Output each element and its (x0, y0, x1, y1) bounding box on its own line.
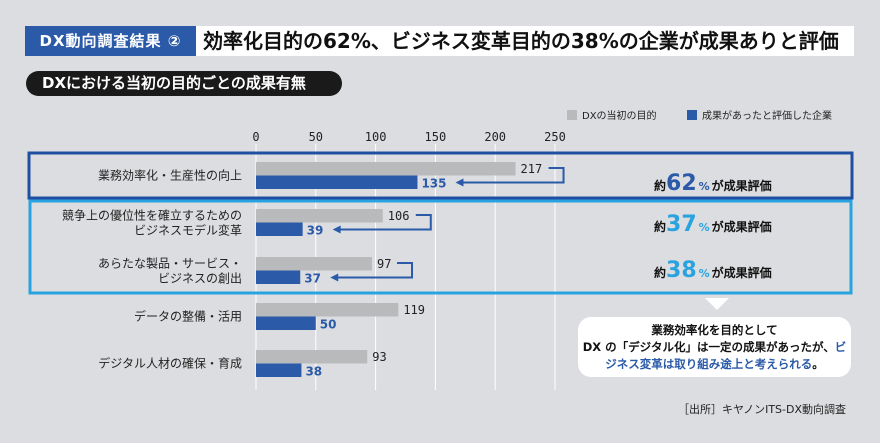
page-title: 効率化目的の62%、ビジネス変革目的の38%の企業が成果ありと評価 (203, 29, 839, 53)
arrow-head-icon (332, 225, 341, 234)
category-label: データの整備・活用 (134, 309, 242, 324)
value-label-achieved: 135 (421, 177, 446, 191)
callout-line-3-end: 。 (812, 357, 824, 371)
x-tick-label: 250 (544, 130, 566, 144)
bar-achieved (256, 316, 316, 330)
bar-achieved (256, 363, 302, 377)
annotation-unit: % (699, 267, 710, 280)
annotation-unit: % (699, 221, 710, 234)
source-note: ［出所］キヤノンITS-DX動向調査 (677, 403, 846, 416)
category-label: デジタル人材の確保・育成 (98, 356, 242, 371)
bar-achieved (256, 222, 303, 236)
callout-box: 業務効率化を目的として DX の「デジタル化」は一定の成果があったが、ビ ジネス… (578, 317, 851, 377)
bar-initial-goal (256, 350, 368, 364)
x-tick-label: 100 (365, 130, 387, 144)
x-tick-label: 50 (309, 130, 323, 144)
header-title-background (196, 26, 854, 56)
legend-label: 成果があったと評価した企業 (702, 111, 832, 122)
annotation-suffix: が成果評価 (712, 178, 772, 193)
value-label-achieved: 37 (304, 272, 321, 286)
callout-line-2-highlight: ビ (834, 340, 847, 354)
result-annotation: 約37% が成果評価 (654, 212, 772, 237)
bar-achieved (256, 270, 301, 284)
annotation-suffix: が成果評価 (712, 219, 772, 234)
annotation-prefix: 約 (654, 178, 666, 193)
x-tick-label: 200 (484, 130, 506, 144)
callout-line-3: ジネス変革は取り組み途上と考えられる。 (578, 356, 851, 373)
result-annotation: 約62% が成果評価 (654, 171, 772, 196)
bar-initial-goal (256, 303, 399, 317)
annotation-prefix: 約 (654, 219, 666, 234)
value-label-initial-goal: 119 (403, 303, 425, 317)
value-label-achieved: 38 (305, 365, 322, 379)
callout-line-2: DX の「デジタル化」は一定の成果があったが、ビ (578, 339, 851, 356)
bracket-arrow-line (338, 214, 432, 231)
bar-initial-goal (256, 209, 383, 223)
x-tick-label: 150 (425, 130, 447, 144)
bracket-arrow-line (336, 262, 414, 279)
annotation-value: 62 (666, 171, 697, 196)
annotation-value: 37 (666, 212, 697, 237)
bar-achieved (256, 175, 418, 189)
category-label: ビジネスモデル変革 (134, 223, 242, 238)
bar-initial-goal (256, 162, 516, 176)
callout-line-3-highlight: ジネス変革は取り組み途上と考えられる (605, 357, 813, 371)
annotation-value: 38 (666, 258, 697, 283)
value-label-initial-goal: 106 (388, 209, 410, 223)
callout-line-1: 業務効率化を目的として (651, 323, 778, 337)
arrow-head-icon (455, 178, 464, 187)
header-tag: DX動向調査結果 ② (25, 26, 196, 56)
chart-subtitle: DXにおける当初の目的ごとの成果有無 (26, 71, 342, 96)
callout-pointer (705, 298, 729, 310)
legend-item-achieved: 成果があったと評価した企業 (687, 110, 832, 123)
legend-item-initial-goal: DXの当初の目的 (567, 110, 657, 123)
highlight-box-business (28, 199, 853, 295)
legend-swatch-gray (567, 110, 577, 120)
value-label-initial-goal: 97 (377, 257, 391, 271)
value-label-achieved: 50 (320, 318, 337, 332)
annotation-prefix: 約 (654, 265, 666, 280)
category-label: あらたな製品・サービス・ (98, 257, 242, 271)
value-label-initial-goal: 93 (372, 350, 386, 364)
x-tick-label: 0 (252, 130, 259, 144)
category-label: 競争上の優位性を確立するための (62, 208, 242, 223)
callout-line-2-text: DX の「デジタル化」は一定の成果があったが、 (582, 340, 835, 354)
category-label: ビジネスの創出 (158, 272, 242, 286)
bar-initial-goal (256, 257, 373, 271)
category-label: 業務効率化・生産性の向上 (98, 168, 242, 183)
result-annotation: 約38% が成果評価 (654, 258, 772, 283)
legend-swatch-blue (687, 110, 697, 120)
annotation-suffix: が成果評価 (712, 265, 772, 280)
highlight-box-efficiency (27, 151, 854, 200)
value-label-initial-goal: 217 (521, 162, 543, 176)
value-label-achieved: 39 (307, 224, 324, 238)
bracket-arrow-line (461, 167, 565, 184)
arrow-head-icon (330, 273, 339, 282)
annotation-unit: % (699, 180, 710, 193)
legend-label: DXの当初の目的 (582, 111, 657, 122)
